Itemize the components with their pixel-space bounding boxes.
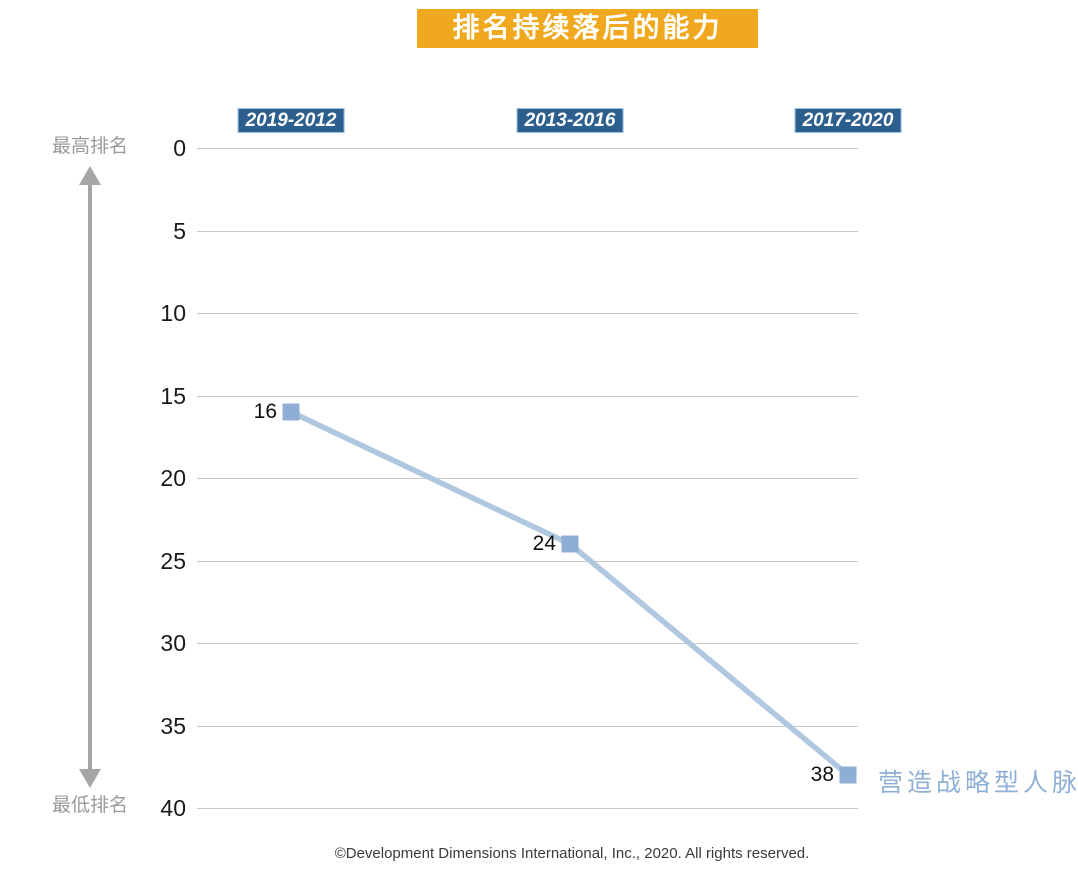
gridline: [197, 395, 858, 397]
copyright-note: ©Development Dimensions International, I…: [334, 845, 810, 862]
y-tick-label: 15: [160, 382, 186, 409]
period-label-2: 2013-2016: [516, 108, 624, 133]
rank-range-arrow: [78, 166, 102, 788]
y-tick-label: 25: [160, 547, 186, 574]
data-point-label: 38: [810, 763, 834, 786]
data-point-label: 24: [532, 532, 556, 555]
arrow-down-icon: [79, 769, 101, 788]
series-label: 营造战略型人脉: [878, 769, 1078, 797]
gridline: [197, 560, 858, 562]
y-tick-label: 10: [160, 300, 186, 326]
gridline: [197, 643, 858, 644]
period-label-1: 2019-2012: [237, 108, 345, 133]
gridline: [197, 478, 858, 479]
y-tick-label: 5: [173, 217, 186, 244]
gridline: [197, 725, 858, 727]
y-tick-label: 20: [160, 465, 186, 491]
y-tick-label: 0: [173, 135, 186, 161]
lowest-rank-label: 最低排名: [52, 795, 129, 816]
y-tick-label: 40: [160, 795, 186, 821]
arrow-up-icon: [79, 166, 101, 185]
arrow-shaft: [88, 180, 92, 774]
highest-rank-label: 最高排名: [52, 136, 129, 157]
chart-title: 排名持续落后的能力: [417, 9, 758, 48]
data-point-marker: [561, 535, 579, 553]
y-tick-label: 35: [160, 712, 186, 739]
series-line: [289, 409, 850, 778]
y-tick-label: 30: [160, 630, 186, 656]
gridline: [197, 230, 858, 232]
gridline: [197, 808, 858, 809]
gridline: [197, 313, 858, 314]
data-point-marker: [282, 403, 300, 421]
data-point-marker: [839, 766, 857, 784]
data-point-label: 16: [253, 400, 277, 423]
period-label-3: 2017-2020: [794, 108, 902, 133]
gridline: [197, 148, 858, 149]
